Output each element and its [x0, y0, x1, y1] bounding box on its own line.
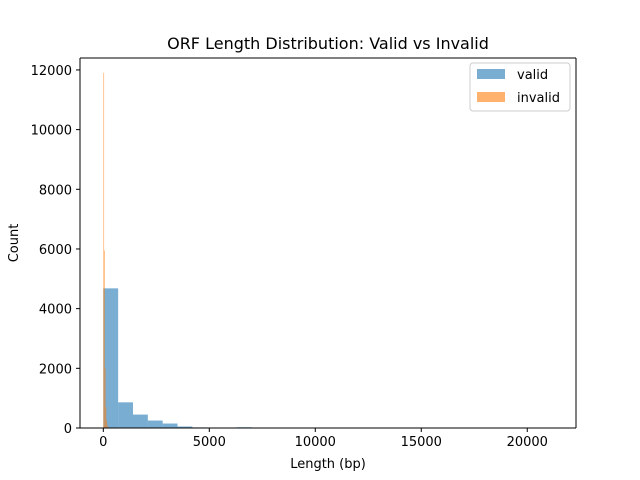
y-tick-label: 12000	[31, 64, 72, 79]
bar-invalid-0	[103, 72, 105, 428]
x-tick-label: 5000	[193, 435, 226, 450]
bar-valid-2	[132, 414, 148, 428]
bar-valid-3	[147, 420, 163, 428]
legend-label-valid: valid	[517, 68, 548, 83]
bar-invalid-5	[107, 425, 108, 428]
x-tick-label: 0	[99, 435, 107, 450]
y-tick-label: 8000	[39, 183, 72, 198]
y-tick-label: 6000	[39, 243, 72, 258]
y-axis-title: Count	[7, 224, 22, 263]
ticks-layer: 0 5000 10000 15000 20000 0 2000 4000 6000 8000 100…	[31, 64, 548, 450]
bar-invalid-4	[106, 420, 108, 428]
bar-valid-0	[103, 288, 119, 428]
x-tick-label: 10000	[295, 435, 336, 450]
axes-layer	[79, 57, 577, 429]
bar-valid-1	[118, 402, 133, 428]
bar-invalid-2	[104, 368, 106, 428]
chart-title: ORF Length Distribution: Valid vs Invali…	[167, 34, 489, 53]
bar-invalid-1	[104, 250, 105, 428]
y-tick-label: 4000	[39, 303, 72, 318]
bar-valid-4	[162, 423, 178, 428]
x-tick-label: 15000	[401, 435, 442, 450]
y-tick-label: 0	[64, 422, 72, 437]
y-tick-label: 10000	[31, 124, 72, 139]
legend: valid invalid	[469, 62, 571, 112]
x-tick-label: 20000	[507, 435, 548, 450]
bar-invalid-3	[105, 407, 107, 428]
bars-layer	[103, 72, 549, 428]
legend-swatch-invalid	[477, 92, 505, 102]
y-tick-label: 2000	[39, 362, 72, 377]
bar-valid-5	[177, 426, 193, 428]
bar-invalid-6	[107, 426, 109, 428]
legend-swatch-valid	[477, 69, 505, 79]
legend-label-invalid: invalid	[517, 91, 560, 106]
x-axis-title: Length (bp)	[290, 457, 366, 472]
